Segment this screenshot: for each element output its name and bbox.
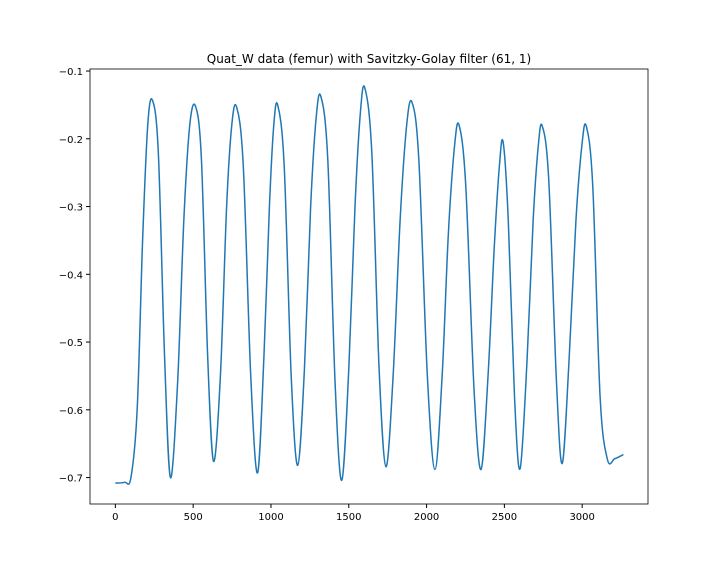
y-tick-label: −0.2: [59, 135, 83, 146]
y-tick-label: −0.3: [59, 203, 83, 214]
y-tick-label: −0.6: [59, 406, 83, 417]
data-line: [115, 85, 624, 485]
x-tick-label: 1500: [336, 512, 361, 523]
x-tick-label: 3000: [569, 512, 594, 523]
chart-title: Quat_W data (femur) with Savitzky-Golay …: [207, 52, 531, 66]
x-tick-label: 1000: [258, 512, 283, 523]
y-tick-label: −0.7: [59, 474, 83, 485]
x-tick-label: 2500: [492, 512, 517, 523]
y-tick-label: −0.5: [59, 338, 83, 349]
y-tick-label: −0.1: [59, 67, 83, 78]
x-tick-label: 0: [112, 512, 118, 523]
y-tick-label: −0.4: [59, 270, 83, 281]
x-tick-label: 500: [184, 512, 203, 523]
plot-frame: [89, 68, 649, 505]
x-tick-label: 2000: [414, 512, 439, 523]
